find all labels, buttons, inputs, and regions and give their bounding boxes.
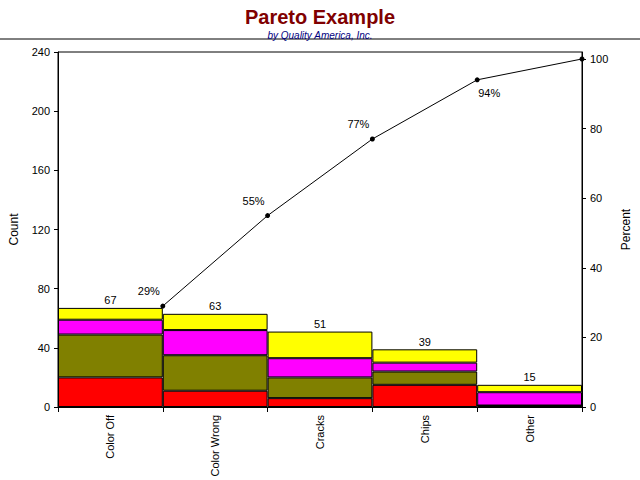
svg-text:77%: 77%	[347, 118, 369, 130]
svg-text:15: 15	[523, 371, 535, 383]
svg-text:63: 63	[209, 300, 221, 312]
svg-text:Color Off: Color Off	[104, 414, 116, 459]
svg-text:0: 0	[590, 401, 596, 413]
svg-text:100: 100	[590, 53, 608, 65]
svg-text:160: 160	[32, 164, 50, 176]
svg-text:94%: 94%	[478, 87, 500, 99]
svg-text:51: 51	[314, 318, 326, 330]
svg-text:Chips: Chips	[419, 415, 431, 444]
svg-text:Count: Count	[7, 213, 21, 246]
svg-text:40: 40	[38, 342, 50, 354]
svg-text:29%: 29%	[138, 285, 160, 297]
svg-text:39: 39	[419, 336, 431, 348]
svg-text:67: 67	[104, 294, 116, 306]
svg-text:80: 80	[38, 283, 50, 295]
svg-text:20: 20	[590, 331, 602, 343]
svg-text:55%: 55%	[243, 195, 265, 207]
svg-text:Percent: Percent	[619, 208, 633, 250]
svg-text:120: 120	[32, 224, 50, 236]
svg-text:0: 0	[44, 401, 50, 413]
svg-text:240: 240	[32, 46, 50, 58]
svg-text:200: 200	[32, 105, 50, 117]
svg-text:80: 80	[590, 123, 602, 135]
svg-text:60: 60	[590, 192, 602, 204]
svg-text:Cracks: Cracks	[314, 415, 326, 450]
svg-text:Color Wrong: Color Wrong	[209, 415, 221, 477]
svg-text:40: 40	[590, 262, 602, 274]
svg-text:Pareto Example: Pareto Example	[245, 6, 395, 28]
svg-text:Other: Other	[524, 415, 536, 443]
svg-text:by Quality America, Inc.: by Quality America, Inc.	[267, 30, 372, 41]
